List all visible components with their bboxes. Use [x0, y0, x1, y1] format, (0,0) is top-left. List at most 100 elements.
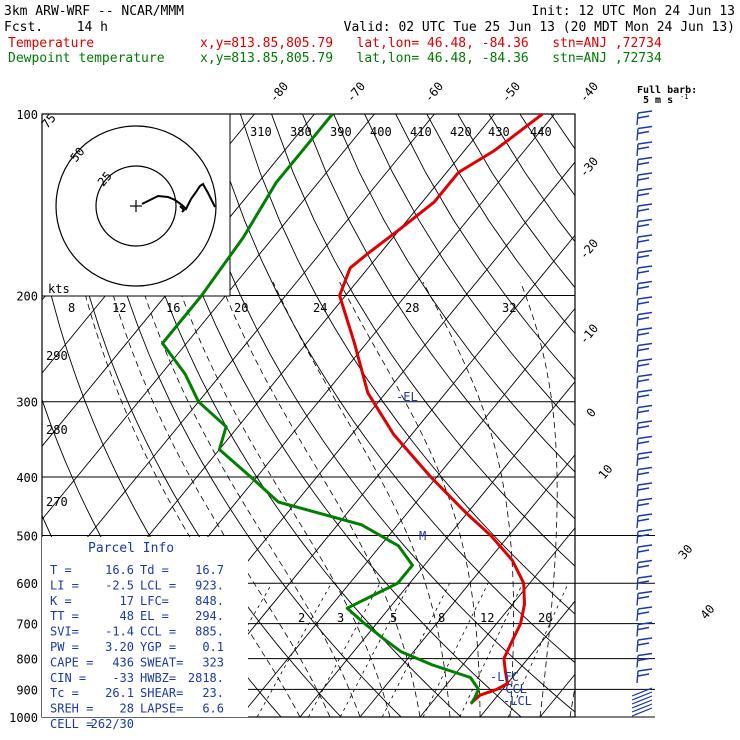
- full-barb-title: Full barb:: [637, 85, 697, 96]
- hodograph-inset: 25 50 75 kts: [39, 111, 231, 297]
- pressure-label-900: 900: [16, 683, 38, 697]
- moist-adiabat-line: [272, 281, 451, 717]
- pressure-label-200: 200: [16, 290, 38, 304]
- wind-barb-flag: [637, 642, 650, 646]
- wind-barb-flag: [637, 115, 650, 119]
- isotherm-label-30: 30: [676, 542, 696, 562]
- parcel-key-1: CELL =: [50, 717, 93, 731]
- temperature-trace: [338, 112, 544, 705]
- theta-label-420: 420: [450, 125, 472, 139]
- wind-barb-flag: [637, 425, 650, 429]
- wind-barb-staff: [636, 515, 639, 529]
- dewpoint-legend: Dewpoint temperature: [8, 51, 165, 66]
- isotherm-label--60: -60: [422, 79, 447, 105]
- mixing-label-upper-16: 16: [166, 301, 180, 315]
- wind-barb-staff: [636, 174, 639, 188]
- parcel-value-1: -33: [112, 671, 134, 685]
- wind-barb-column: [631, 110, 653, 717]
- isotherm-line: [359, 454, 575, 717]
- valid-time: Valid: 02 UTC Tue 25 Jun 13 (20 MDT Mon …: [344, 20, 735, 35]
- wind-barb-flag: [637, 513, 653, 517]
- marker-m: M: [419, 529, 426, 543]
- wind-barb-flag: [637, 172, 653, 176]
- marker-lcl: -LCL: [503, 694, 532, 708]
- wind-barb-flag: [637, 110, 653, 114]
- dry-adiabat-line: [177, 114, 575, 713]
- wind-barb-staff: [636, 329, 639, 343]
- wind-barb-low: [631, 687, 653, 697]
- dry-adiabat-line: [84, 114, 402, 717]
- hodograph-trace-hook: [179, 205, 186, 213]
- wind-barb-flag: [637, 451, 653, 455]
- dry-adiabat-line: [582, 114, 740, 717]
- parcel-key-1: LI =: [50, 578, 79, 592]
- wind-barb-flag: [637, 311, 653, 316]
- parcel-key-1: Tc =: [50, 686, 79, 700]
- theta-label-400: 400: [370, 125, 392, 139]
- mixing-label-upper-32: 32: [502, 301, 516, 315]
- parcel-key-1: PW =: [50, 640, 79, 654]
- isotherm-line: [42, 114, 435, 594]
- wind-barb-staff: [636, 252, 639, 265]
- wind-barb-low: [631, 703, 653, 713]
- parcel-info-title: Parcel Info: [88, 541, 174, 556]
- mixing-label-lower-20: 20: [538, 611, 552, 625]
- parcel-value-1: 26.1: [105, 686, 134, 700]
- marker-el: -EL: [396, 390, 418, 404]
- mixing-label-lower-2: 2: [298, 611, 305, 625]
- wind-barb-flag: [637, 161, 650, 166]
- theta-label-410: 410: [410, 125, 432, 139]
- wind-barb-staff: [636, 376, 639, 389]
- wind-barb-staff: [636, 143, 639, 157]
- wind-barb-low: [631, 707, 653, 717]
- wind-barb-flag: [637, 177, 650, 181]
- parcel-key-1: CAPE =: [50, 655, 93, 669]
- wind-barb-flag: [637, 239, 650, 243]
- isotherm-label--30: -30: [577, 154, 602, 180]
- wind-barb-staff: [636, 608, 639, 622]
- model-title: 3km ARW-WRF -- NCAR/MMM: [4, 4, 184, 19]
- full-barb-value: 5 m s: [643, 95, 673, 106]
- theta-labels: 310 380 390 400 410 420 430 440: [250, 125, 552, 139]
- wind-barb-flag: [637, 342, 653, 347]
- mixing-ratio-labels: 8 12 16 20 24 28 32 2 3 5 8 12 20: [68, 301, 552, 625]
- wind-barb-flag: [637, 280, 653, 285]
- theta-label-440: 440: [530, 125, 552, 139]
- wind-barb-flag: [637, 487, 650, 491]
- wind-barb-staff: [636, 205, 639, 219]
- mixing-label-upper-24: 24: [313, 301, 327, 315]
- dry-adiabat-line: [208, 114, 575, 664]
- parcel-value-1: 28: [120, 702, 134, 716]
- isotherm-line: [660, 114, 740, 717]
- parcel-value-1: -1.4: [105, 625, 134, 639]
- wind-barb-flag: [637, 518, 650, 522]
- dry-adiabat-line: [302, 114, 575, 520]
- forecast-hour: 14 h: [77, 20, 108, 35]
- forecast-label: Fcst.: [4, 20, 43, 35]
- pressure-label-400: 400: [16, 471, 38, 485]
- parcel-value-2: 2818.: [188, 671, 224, 685]
- wind-barb-flag: [637, 327, 653, 331]
- wind-barb-flag: [637, 265, 653, 269]
- wind-barb-staff: [636, 221, 639, 234]
- wind-barb-staff: [636, 422, 639, 436]
- wind-barb-flag: [637, 409, 650, 414]
- parcel-value-2: 323: [202, 655, 224, 669]
- isotherm-line: [42, 114, 375, 521]
- wind-barb-staff: [636, 453, 639, 467]
- isotherm-line: [479, 600, 575, 717]
- parcel-key-2: SWEAT=: [140, 655, 183, 669]
- wind-barb-flag: [637, 657, 650, 662]
- dewpoint-location: x,y=813.85,805.79 lat,lon= 46.48, -84.36…: [200, 51, 662, 66]
- parcel-key-2: HWBZ=: [140, 671, 176, 685]
- wind-barb-flag: [637, 528, 653, 533]
- wind-barb-flag: [637, 440, 650, 445]
- wind-barb-flag: [637, 270, 650, 274]
- wind-barb-flag: [637, 497, 653, 502]
- parcel-key-1: K =: [50, 594, 72, 608]
- init-time: Init: 12 UTC Mon 24 Jun 13: [532, 4, 736, 19]
- parcel-key-2: Td =: [140, 563, 169, 577]
- parcel-key-1: T =: [50, 563, 72, 577]
- pressure-label-100: 100: [16, 108, 38, 122]
- isotherm-labels: -80 -70 -60 -50 -40 -30 -20 -10 0 10 30 40: [267, 79, 718, 622]
